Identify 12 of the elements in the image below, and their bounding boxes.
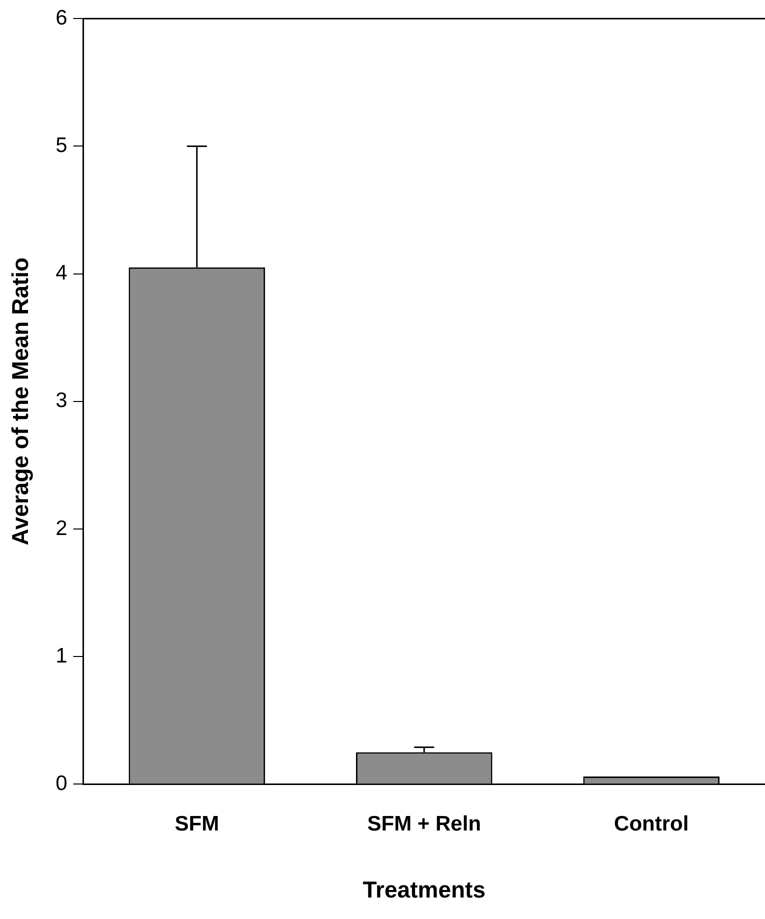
y-tick-label: 6 (56, 6, 68, 30)
y-axis-title: Average of the Mean Ratio (7, 257, 34, 546)
x-axis-title: Treatments (362, 876, 486, 903)
y-tick-label: 4 (56, 262, 68, 285)
y-tick-label: 5 (56, 134, 68, 157)
x-tick-label: Control (614, 812, 689, 836)
x-tick-label: SFM + Reln (367, 812, 482, 836)
y-tick-label: 1 (56, 644, 68, 668)
y-tick-label: 2 (56, 516, 68, 540)
x-tick-label: SFM (174, 812, 220, 836)
y-tick-label: 3 (56, 389, 68, 412)
y-tick-label: 0 (56, 772, 68, 795)
